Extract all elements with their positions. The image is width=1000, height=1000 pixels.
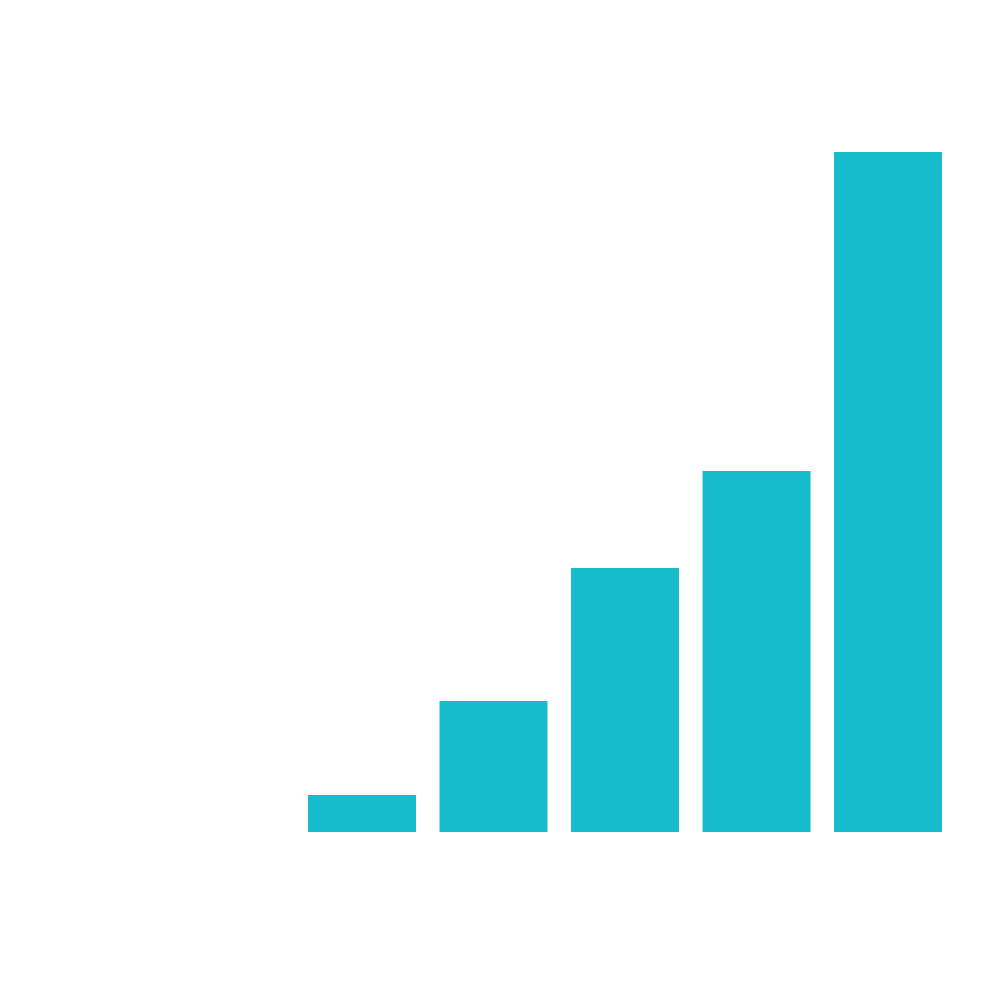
- bar: [571, 568, 679, 832]
- bar: [439, 701, 548, 832]
- bar: [834, 152, 942, 832]
- bar: [702, 471, 811, 832]
- bar: [308, 795, 416, 832]
